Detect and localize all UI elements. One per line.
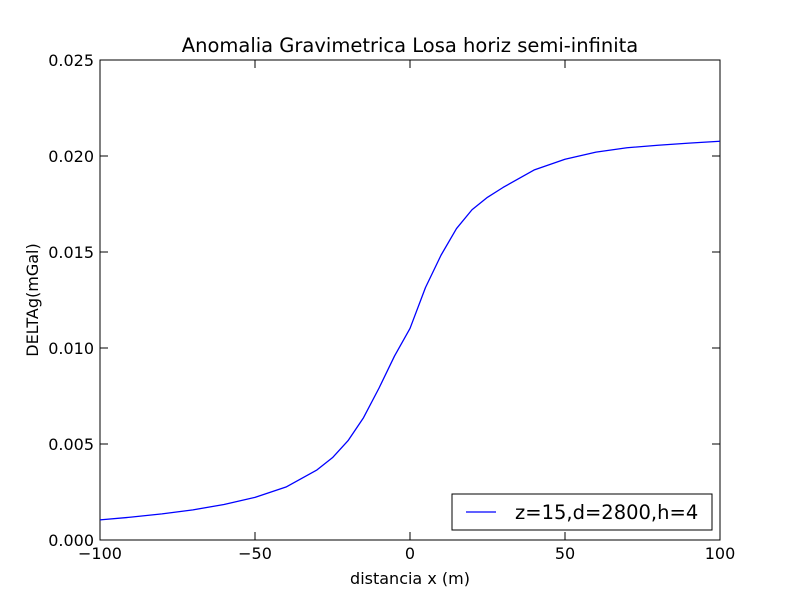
legend: z=15,d=2800,h=4: [451, 493, 713, 531]
y-axis-label: DELTAg(mGal): [23, 243, 42, 357]
legend-entry-label: z=15,d=2800,h=4: [515, 501, 698, 524]
y-tick-label: 0.020: [48, 147, 94, 166]
x-tick-label: 0: [405, 544, 415, 563]
x-axis-label: distancia x (m): [350, 569, 470, 588]
y-tick-label: 0.010: [48, 339, 94, 358]
y-tick-label: 0.025: [48, 51, 94, 70]
axis-ticks: −100 −50 0 50 100 0.000 0.005 0.010 0.015 0.020 0.…: [48, 51, 735, 563]
y-tick-label: 0.005: [48, 435, 94, 454]
series-line: [99, 140, 721, 521]
y-tick-label: 0.000: [48, 531, 94, 550]
x-tick-label: −100: [78, 544, 122, 563]
chart-title: Anomalia Gravimetrica Losa horiz semi-in…: [182, 34, 639, 57]
x-tick-label: −50: [238, 544, 272, 563]
series-layer: [99, 140, 721, 521]
x-tick-label: 100: [705, 544, 736, 563]
x-tick-label: 50: [555, 544, 575, 563]
plot-area: [99, 59, 721, 541]
y-tick-label: 0.015: [48, 243, 94, 262]
